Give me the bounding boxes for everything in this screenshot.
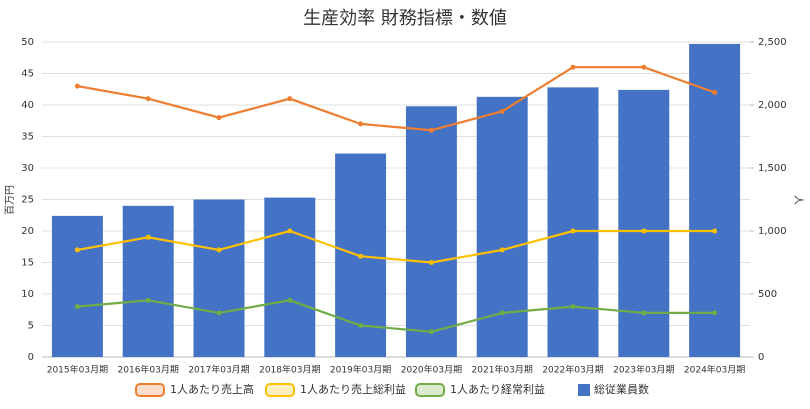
point xyxy=(641,228,647,234)
point xyxy=(216,310,222,316)
point xyxy=(499,108,505,114)
line xyxy=(77,66,715,132)
x-tick-label: 2020年03月期 xyxy=(401,364,462,376)
bar xyxy=(405,106,457,357)
legend-label: 1人あたり売上総利益 xyxy=(300,382,406,396)
y-tick-label: 0 xyxy=(28,352,34,363)
point xyxy=(145,297,151,303)
x-tick-label: 2022年03月期 xyxy=(542,364,603,376)
y-axis-label: 百万円 xyxy=(4,185,16,215)
y-tick-label: 35 xyxy=(21,132,34,143)
y2-tick-label: 0 xyxy=(758,352,764,363)
line xyxy=(77,229,715,264)
point xyxy=(428,260,434,265)
point xyxy=(216,247,222,253)
legend-swatch xyxy=(265,383,295,397)
legend-label: 1人あたり経常利益 xyxy=(450,382,545,396)
point xyxy=(216,115,222,121)
point xyxy=(74,83,80,89)
point xyxy=(287,96,293,102)
bar xyxy=(264,197,316,357)
bar xyxy=(122,205,174,357)
y-tick-label: 45 xyxy=(21,69,34,80)
y2-tick-label: 1,500 xyxy=(758,163,787,174)
y2-axis-label: 人 xyxy=(792,195,804,205)
legend-swatch xyxy=(415,383,445,397)
x-tick-label: 2018年03月期 xyxy=(259,364,320,376)
point xyxy=(570,228,576,234)
x-tick-label: 2015年03月期 xyxy=(47,364,108,376)
x-tick-label: 2024年03月期 xyxy=(684,364,745,376)
legend-label: 総従業員数 xyxy=(594,382,649,396)
y2-tick-label: 1,000 xyxy=(758,226,787,237)
point xyxy=(287,228,293,234)
point xyxy=(641,64,647,70)
point xyxy=(145,96,151,102)
x-tick-label: 2021年03月期 xyxy=(472,364,533,376)
y-tick-label: 15 xyxy=(21,258,34,269)
legend-label: 1人あたり売上高 xyxy=(170,382,254,396)
y-tick-label: 40 xyxy=(21,100,34,111)
point xyxy=(145,234,151,240)
y2-tick-label: 500 xyxy=(758,289,777,300)
bar xyxy=(193,199,245,357)
x-tick-label: 2019年03月期 xyxy=(330,364,391,376)
bar xyxy=(618,89,670,357)
y-tick-label: 10 xyxy=(21,289,34,300)
point xyxy=(712,310,718,316)
point xyxy=(358,253,364,259)
legend-swatch xyxy=(578,384,590,396)
x-tick-label: 2016年03月期 xyxy=(118,364,179,376)
point xyxy=(712,89,718,95)
bar xyxy=(51,215,103,357)
point xyxy=(712,228,718,234)
point xyxy=(428,127,434,133)
point xyxy=(287,297,293,303)
y-tick-label: 50 xyxy=(21,37,34,48)
point xyxy=(74,304,80,310)
line xyxy=(77,299,715,333)
bar xyxy=(547,87,599,358)
point xyxy=(570,304,576,310)
y-tick-label: 25 xyxy=(21,195,34,206)
legend-swatch xyxy=(135,383,165,397)
y2-tick-label: 2,000 xyxy=(758,100,787,111)
point xyxy=(358,121,364,127)
point xyxy=(428,329,434,335)
x-tick-label: 2017年03月期 xyxy=(188,364,249,376)
y-tick-label: 20 xyxy=(21,226,34,237)
x-tick-label: 2023年03月期 xyxy=(613,364,674,376)
y2-tick-label: 2,500 xyxy=(758,37,787,48)
point xyxy=(570,64,576,70)
point xyxy=(641,310,647,316)
point xyxy=(358,323,364,328)
point xyxy=(499,310,505,316)
y-tick-label: 5 xyxy=(28,321,34,332)
bar xyxy=(689,43,741,357)
y-tick-label: 30 xyxy=(21,163,34,174)
point xyxy=(74,247,80,253)
chart-title: 生産効率 財務指標・数値 xyxy=(303,8,507,29)
point xyxy=(499,247,505,253)
